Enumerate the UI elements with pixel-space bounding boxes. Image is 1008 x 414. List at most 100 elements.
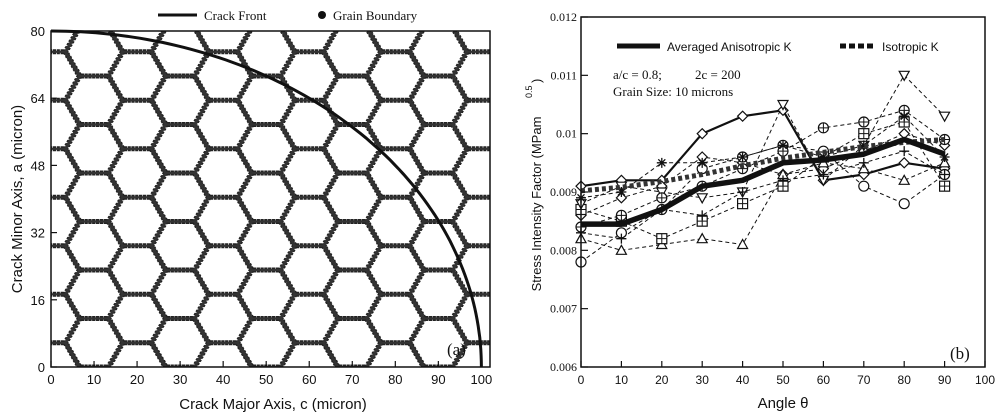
data-point-marker — [697, 157, 708, 168]
data-point-marker — [899, 146, 910, 157]
data-point-marker — [656, 233, 668, 245]
data-point-marker — [858, 180, 870, 192]
data-point-marker — [737, 152, 748, 162]
series-line — [580, 109, 945, 188]
panel-a-ytick-label: 0 — [38, 360, 45, 375]
panel-b-ytick-label: 0.012 — [550, 10, 577, 24]
data-point-marker — [736, 110, 749, 123]
panel-a-ytick-label: 80 — [31, 24, 45, 39]
series-line — [580, 144, 945, 263]
panel-b-axes: 0 10 20 30 40 50 60 70 80 90 100 0.006 0.007 0.008 0.0… — [550, 10, 995, 387]
panel-a-xtick-label: 20 — [130, 372, 144, 387]
panel-a-ytick-label: 64 — [31, 91, 45, 106]
panel-a-ytick-label: 32 — [31, 226, 45, 241]
panel-b-xtick-label: 60 — [817, 373, 831, 387]
panel-b-annotations: a/c = 0.8; 2c = 200 Grain Size: 10 micro… — [613, 67, 741, 99]
panel-b-xtick-label: 20 — [655, 373, 669, 387]
aspect-ratio-annotation: a/c = 0.8; — [613, 67, 662, 82]
panel-a-xtick-label: 40 — [216, 372, 230, 387]
data-point-marker — [656, 192, 668, 204]
panel-a-legend: Crack Front Grain Boundary — [158, 8, 418, 23]
panel-a-frame — [50, 30, 491, 368]
panel-b-ytick-label: 0.006 — [550, 360, 577, 374]
data-point-marker — [696, 127, 709, 140]
data-point-marker — [696, 232, 709, 244]
data-point-marker — [898, 156, 911, 169]
panel-a-axes: 0 10 20 30 40 50 60 70 80 90 100 0 16 32 48 64 80 — [31, 24, 493, 387]
series-line — [580, 162, 945, 251]
panel-b-ylabel-superscript: 0.5 — [524, 85, 534, 98]
panel-b-xtick-label: 70 — [857, 373, 871, 387]
data-point-marker — [818, 152, 829, 162]
panel-a-ylabel: Crack Minor Axis, a (micron) — [9, 105, 26, 293]
data-point-marker — [616, 233, 627, 244]
panel-b-xtick-label: 80 — [898, 373, 912, 387]
data-point-marker — [858, 116, 870, 128]
panel-b-xtick-label: 100 — [975, 373, 995, 387]
data-point-marker — [938, 156, 951, 168]
series-line — [580, 74, 945, 205]
crack-front-curve — [50, 29, 483, 368]
panel-b-ylabel-close: ) — [529, 79, 544, 83]
data-series — [581, 136, 946, 227]
series-line — [581, 136, 946, 227]
panel-a-xtick-label: 10 — [87, 372, 101, 387]
data-point-marker — [778, 175, 788, 186]
panel-a-xtick-label: 80 — [388, 372, 402, 387]
data-series — [576, 111, 950, 203]
isotropic-legend-label: Isotropic K — [882, 40, 939, 54]
panel-b-legend: Averaged Anisotropic K Isotropic K — [617, 40, 939, 54]
grain-boundary-legend-label: Grain Boundary — [333, 8, 418, 23]
grain-boundary-legend-dot — [318, 11, 326, 19]
series-line — [580, 109, 945, 228]
data-series — [576, 146, 950, 244]
data-point-marker — [656, 157, 667, 168]
data-point-marker — [817, 122, 830, 134]
panel-a-xlabel: Crack Major Axis, c (micron) — [179, 396, 367, 413]
data-point-marker — [939, 169, 950, 180]
data-point-marker — [899, 111, 910, 122]
panel-b-ylabel-group: Stress Intensity Factor (MPam 0.5 ) — [524, 79, 544, 292]
data-point-marker — [615, 244, 628, 255]
data-point-marker — [615, 209, 628, 221]
panel-b-plot-area — [574, 16, 986, 368]
data-point-marker — [898, 70, 911, 82]
data-point-marker — [818, 169, 829, 180]
panel-b-xtick-label: 90 — [938, 373, 952, 387]
data-point-marker — [737, 187, 748, 197]
grain-boundary-lines — [51, 31, 490, 367]
panel-b-xtick-label: 40 — [736, 373, 750, 387]
panel-a-xtick-label: 30 — [173, 372, 187, 387]
data-series — [580, 137, 945, 194]
panel-b-ytick-label: 0.007 — [550, 302, 577, 316]
panel-a-xtick-label: 0 — [47, 372, 54, 387]
averaged-anisotropic-legend-label: Averaged Anisotropic K — [667, 40, 792, 54]
data-point-marker — [616, 187, 627, 197]
data-point-marker — [736, 238, 749, 250]
crack-front-legend-label: Crack Front — [204, 8, 267, 23]
crack-length-annotation: 2c = 200 — [695, 67, 741, 82]
data-series — [575, 104, 951, 193]
panel-b-ylabel: Stress Intensity Factor (MPam — [529, 117, 544, 292]
data-point-marker — [858, 140, 869, 151]
panel-b-xtick-label: 30 — [696, 373, 710, 387]
series-line — [580, 150, 945, 240]
data-point-marker — [778, 140, 788, 151]
grain-boundary-network — [51, 31, 490, 367]
data-point-marker — [939, 152, 950, 162]
series-line — [580, 115, 945, 199]
panel-a-xtick-label: 50 — [259, 372, 273, 387]
series-line — [580, 137, 945, 194]
panel-b-ytick-label: 0.008 — [550, 243, 577, 257]
panel-a-ytick-label: 16 — [31, 293, 45, 308]
data-point-marker — [696, 193, 709, 205]
data-point-marker — [898, 198, 910, 210]
panel-a-plot-area — [50, 29, 491, 368]
panel-a-xtick-label: 70 — [345, 372, 359, 387]
panel-b-ytick-label: 0.01 — [556, 127, 577, 141]
data-point-marker — [857, 162, 870, 174]
data-series — [575, 139, 951, 268]
panel-b-label: (b) — [950, 344, 970, 363]
panel-a-label: (a) — [447, 340, 466, 359]
data-point-marker — [938, 111, 951, 123]
